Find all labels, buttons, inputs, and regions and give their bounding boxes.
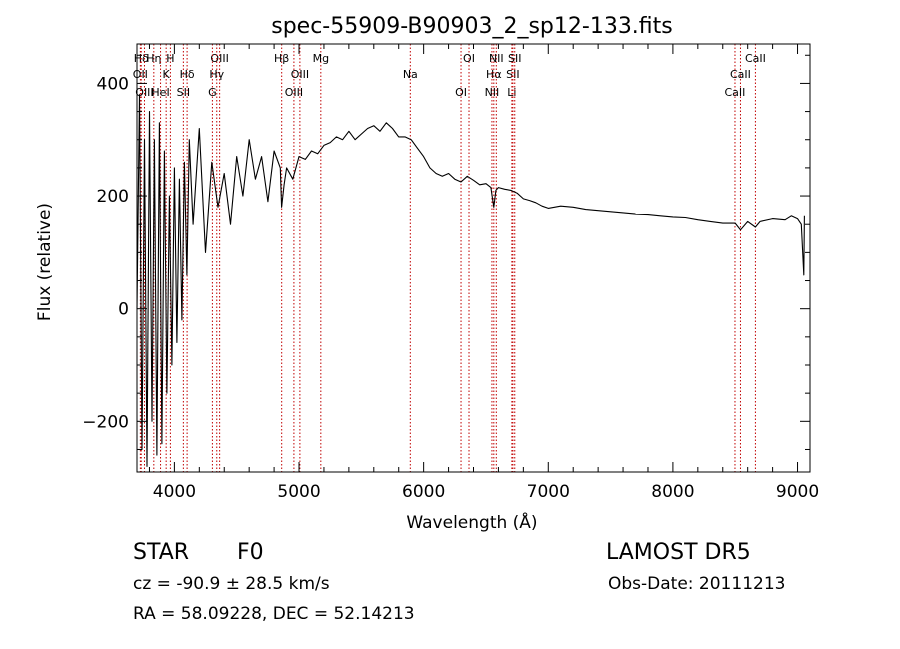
spectrum-series-line xyxy=(136,94,805,467)
spectral-line-label: OIII xyxy=(291,68,309,81)
x-tick-label: 4000 xyxy=(153,482,196,502)
spectral-line-label: SII xyxy=(506,68,519,81)
spectral-line-label: CaII xyxy=(745,52,766,65)
spectral-line-label: Hα xyxy=(486,68,502,81)
spectral-line-label: OII xyxy=(133,68,148,81)
spectral-line-label: SII xyxy=(177,86,190,99)
spectral-line-label: NII xyxy=(485,86,500,99)
spectral-line-label: Hη xyxy=(146,52,161,65)
redshift-velocity: cz = -90.9 ± 28.5 km/s xyxy=(133,574,330,594)
spectral-line-label: Mg xyxy=(313,52,329,65)
spectral-line-label: CaII xyxy=(730,68,751,81)
y-axis-label: Flux (relative) xyxy=(35,203,55,321)
x-tick-label: 9000 xyxy=(776,482,819,502)
spectral-line-label: Li xyxy=(507,86,516,99)
y-tick-label: 200 xyxy=(97,187,129,207)
spectral-line-label: Na xyxy=(403,68,418,81)
spectral-line-label: HeI xyxy=(151,86,169,99)
survey-name: LAMOST DR5 xyxy=(606,540,751,565)
coordinates: RA = 58.09228, DEC = 52.14213 xyxy=(133,604,415,624)
series-group xyxy=(136,94,805,467)
x-tick-label: 5000 xyxy=(277,482,320,502)
x-tick-label: 7000 xyxy=(527,482,570,502)
object-class: STAR xyxy=(133,540,190,565)
spectral-line-label: OIII xyxy=(210,52,228,65)
spectral-line-label: CaII xyxy=(725,86,746,99)
observation-date: Obs-Date: 20111213 xyxy=(608,574,786,594)
spectral-line-label: H xyxy=(166,52,174,65)
spectral-line-label: NII xyxy=(489,52,504,65)
spectral-lines-group: HδOIIOIIIHηKHeIHHδSIIOIIIHγGHβOIIIOIIIMg… xyxy=(133,44,766,472)
y-tick-label: 0 xyxy=(118,300,129,320)
x-axis-label: Wavelength (Å) xyxy=(406,511,537,533)
y-tick-label: −200 xyxy=(82,412,129,432)
axis-ticks-group: 4000 5000 6000 7000 8000 9000 −200 0 200 400 xyxy=(82,44,819,502)
spectral-line-label: K xyxy=(163,68,171,81)
spectral-line-label: OIII xyxy=(285,86,303,99)
x-tick-label: 6000 xyxy=(402,482,445,502)
spectral-line-label: OI xyxy=(455,86,467,99)
spectral-line-label: Hγ xyxy=(209,68,224,81)
spectral-line-label: SII xyxy=(508,52,521,65)
chart-title: spec-55909-B90903_2_sp12-133.fits xyxy=(271,14,673,39)
spectral-line-label: Hβ xyxy=(274,52,289,65)
object-subclass: F0 xyxy=(237,540,264,565)
plot-frame xyxy=(136,43,811,473)
y-tick-label: 400 xyxy=(97,74,129,94)
x-tick-label: 8000 xyxy=(651,482,694,502)
spectral-line-label: Hδ xyxy=(180,68,195,81)
spectral-line-label: G xyxy=(208,86,217,99)
spectral-line-label: OI xyxy=(463,52,475,65)
